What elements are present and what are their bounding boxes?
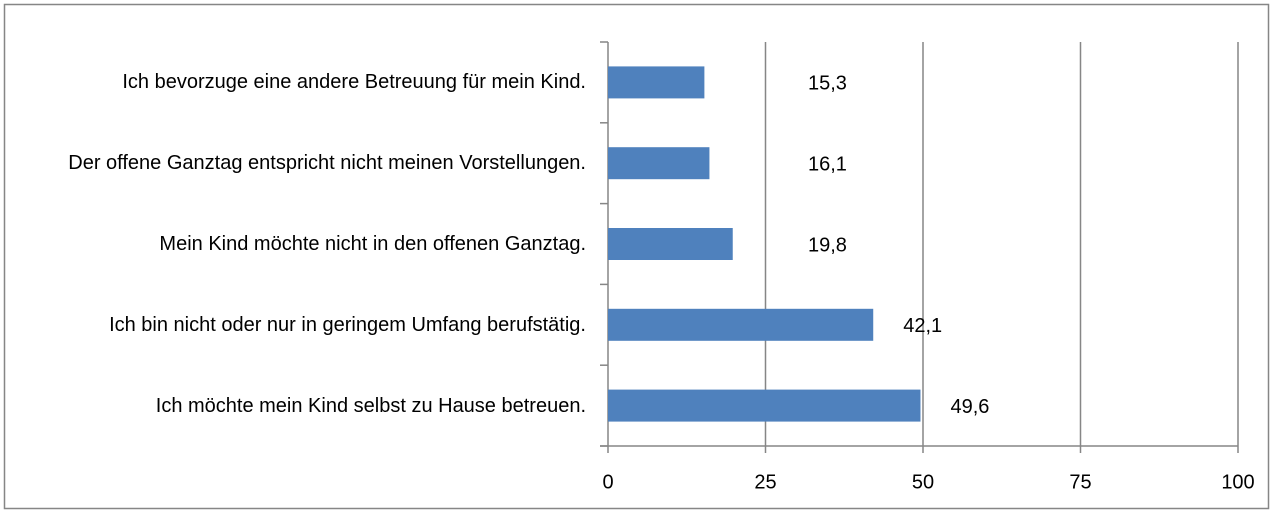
x-tick-label: 0 [602, 471, 613, 493]
bar [608, 147, 710, 180]
y-tick-label: Mein Kind möchte nicht in den offenen Ga… [159, 233, 586, 255]
x-tick-label: 25 [754, 471, 776, 493]
data-label: 15,3 [808, 73, 847, 95]
bar [608, 66, 705, 99]
y-tick-label: Ich bevorzuge eine andere Betreuung für … [122, 71, 586, 94]
data-label: 19,8 [808, 234, 847, 256]
y-tick-label: Ich möchte mein Kind selbst zu Hause bet… [155, 394, 586, 417]
x-tick-label: 50 [912, 471, 934, 493]
data-label: 49,6 [950, 396, 989, 418]
data-label: 42,1 [903, 315, 942, 337]
bar [608, 389, 921, 422]
data-label: 16,1 [808, 153, 847, 175]
y-tick-label: Ich bin nicht oder nur in geringem Umfan… [109, 313, 586, 336]
bar [608, 228, 733, 260]
bar [608, 308, 874, 341]
x-tick-label: 75 [1069, 471, 1091, 493]
chart-border [3, 3, 1270, 510]
x-tick-label: 100 [1221, 471, 1254, 493]
y-tick-label: Der offene Ganztag entspricht nicht mein… [68, 152, 586, 175]
